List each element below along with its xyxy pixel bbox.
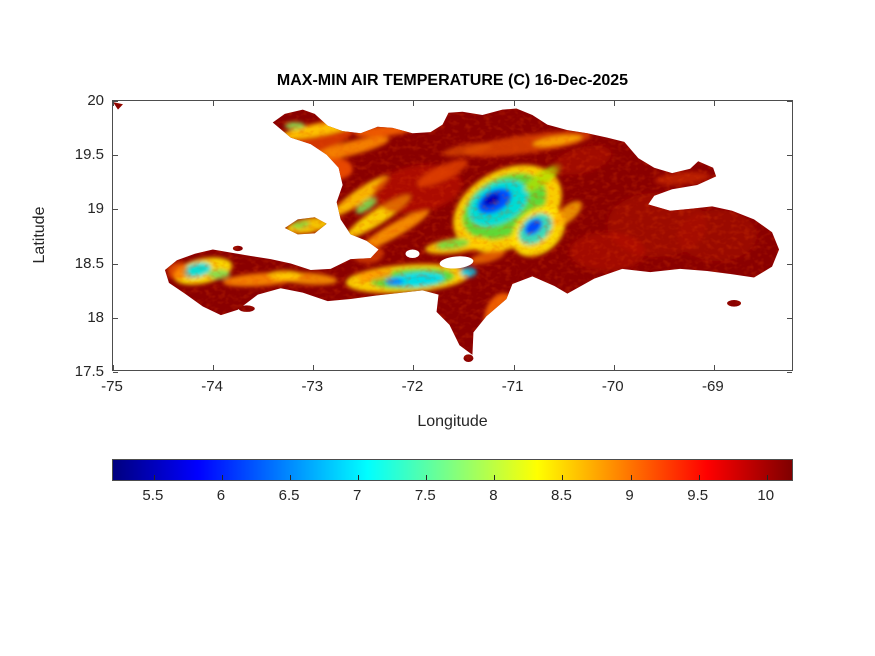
colorbar-tick-mark — [358, 475, 360, 480]
y-tick-mark — [787, 101, 792, 102]
colorbar-tick-mark — [494, 475, 496, 480]
y-tick-mark — [113, 317, 118, 319]
colorbar-tick-label: 5.5 — [142, 487, 164, 504]
colorbar-tick-mark — [153, 475, 155, 480]
y-tick-label: 18 — [87, 308, 104, 326]
colorbar-tick-label: 8.5 — [551, 487, 572, 504]
colorbar-tick-label: 10 — [757, 487, 775, 504]
colorbar-tick-label: 9.5 — [687, 487, 709, 504]
x-tick-mark — [713, 365, 715, 370]
colorbar-tick-label: 6 — [216, 487, 226, 504]
colorbar-tick-label: 7 — [352, 487, 362, 504]
y-tick-label: 19 — [87, 200, 104, 218]
x-tick-mark — [613, 101, 615, 106]
x-tick-label: -75 — [101, 378, 123, 395]
x-tick-mark — [413, 365, 415, 370]
y-tick-mark — [787, 155, 792, 157]
y-tick-mark — [113, 372, 118, 373]
x-tick-mark — [113, 365, 114, 370]
colorbar-tick-label: 7.5 — [414, 487, 436, 504]
colorbar-tick-mark — [630, 475, 632, 480]
colorbar-tick-label: 9 — [625, 487, 634, 504]
x-tick-mark — [113, 101, 114, 106]
island-heatmap — [113, 102, 780, 362]
colorbar-tick-mark — [426, 475, 428, 480]
x-tick-mark — [513, 101, 515, 106]
y-axis-label: Latitude — [31, 206, 48, 264]
x-tick-mark — [613, 365, 615, 370]
x-tick-label: -72 — [401, 378, 424, 395]
plot-area — [112, 100, 793, 373]
colorbar-tick-label: 8 — [489, 487, 498, 504]
x-tick-mark — [413, 101, 415, 106]
y-tick-mark — [113, 209, 118, 211]
colorbar — [112, 459, 793, 481]
y-tick-mark — [787, 263, 792, 265]
temperature-speckle — [113, 102, 780, 362]
x-axis-label: Longitude — [417, 413, 488, 430]
chart-title: MAX-MIN AIR TEMPERATURE (C) 16-Dec-2025 — [276, 72, 629, 89]
x-tick-label: -70 — [601, 378, 624, 395]
lake-hole — [439, 256, 474, 269]
x-tick-label: -69 — [702, 378, 724, 395]
x-tick-mark — [213, 365, 215, 370]
y-tick-label: 19.5 — [74, 146, 104, 164]
x-tick-mark — [513, 365, 515, 370]
x-tick-label: -73 — [301, 378, 324, 395]
x-tick-label: -71 — [501, 378, 524, 395]
x-tick-mark — [713, 101, 715, 106]
y-tick-mark — [113, 155, 118, 157]
y-tick-mark — [113, 101, 118, 102]
colorbar-tick-mark — [562, 475, 564, 480]
x-tick-mark — [313, 101, 315, 106]
x-tick-label: -74 — [201, 378, 223, 395]
x-tick-mark — [213, 101, 215, 106]
map-svg — [113, 102, 780, 362]
colorbar-tick-mark — [290, 475, 292, 480]
lake-hole — [405, 249, 420, 259]
y-tick-label: 17.5 — [74, 363, 104, 380]
colorbar-tick-mark — [766, 475, 768, 480]
colorbar-tick-mark — [698, 475, 700, 480]
y-tick-mark — [113, 263, 118, 265]
colorbar-tick-label: 6.5 — [278, 487, 300, 504]
x-tick-mark — [313, 365, 315, 370]
y-tick-mark — [787, 372, 792, 373]
y-tick-mark — [787, 209, 792, 211]
y-tick-mark — [787, 317, 792, 319]
y-tick-label: 18.5 — [74, 254, 104, 272]
y-tick-label: 20 — [87, 92, 104, 109]
colorbar-tick-mark — [221, 475, 223, 480]
